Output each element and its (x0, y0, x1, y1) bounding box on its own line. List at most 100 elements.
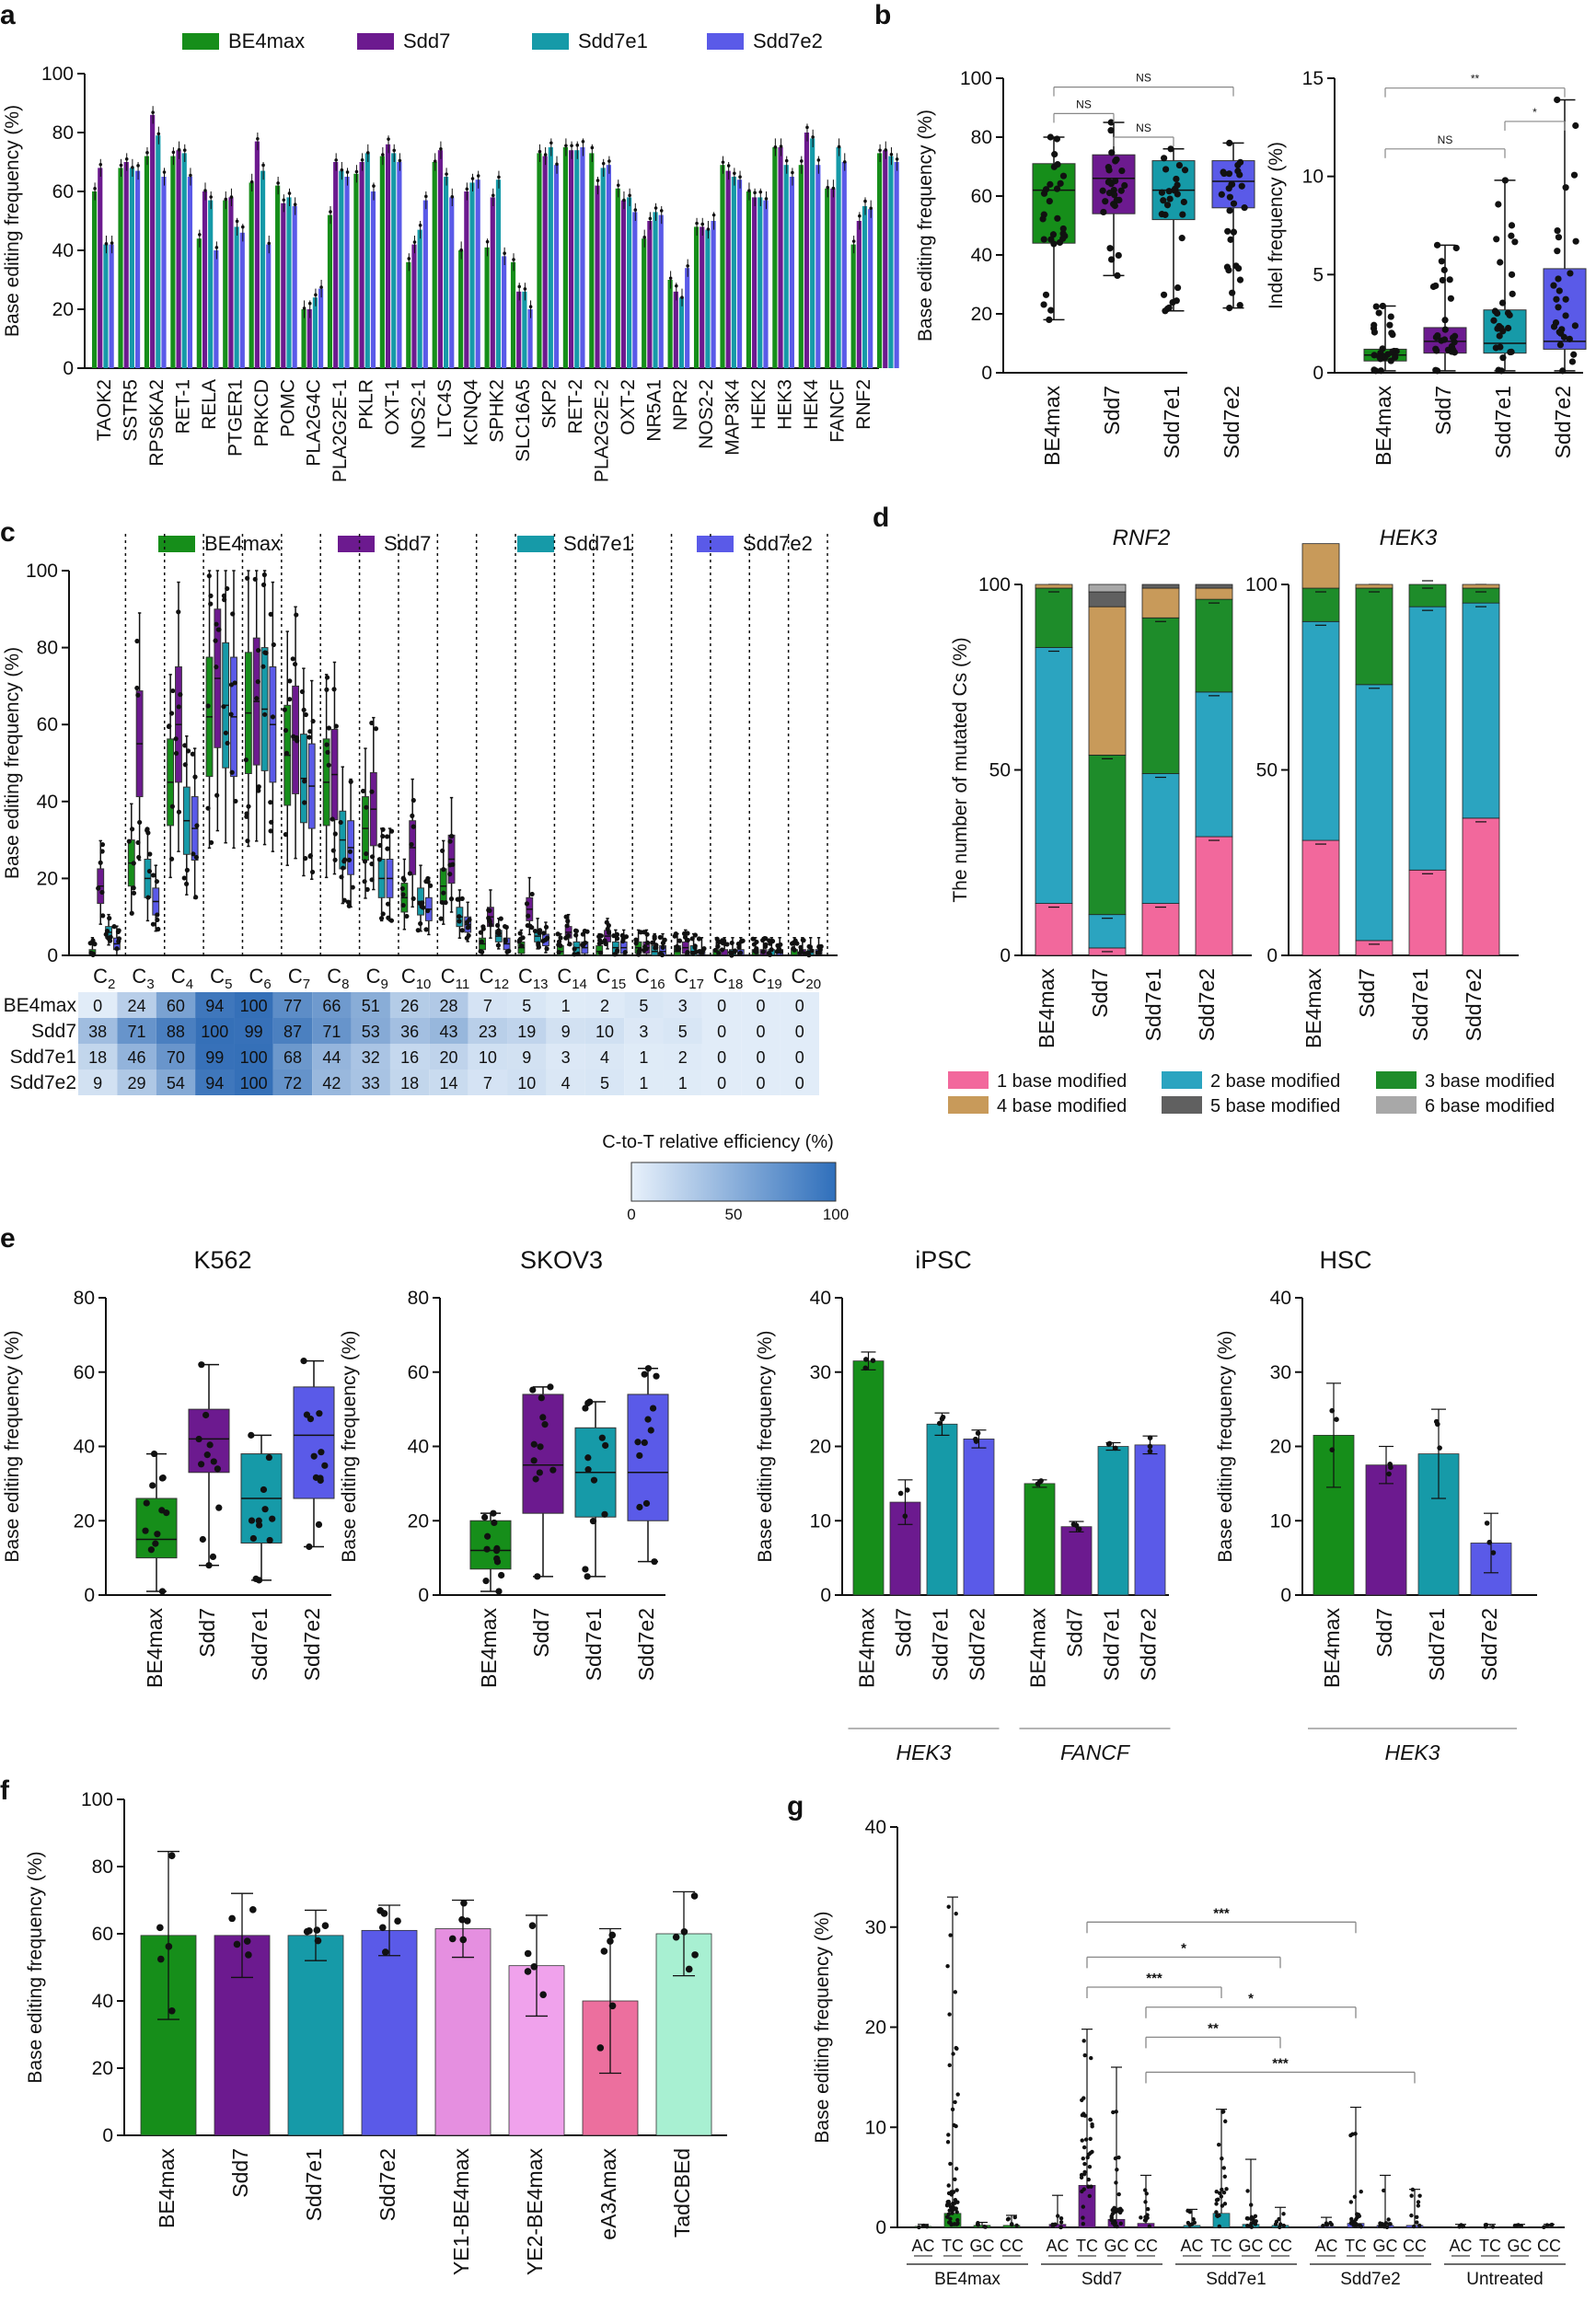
chart-b2-x-tick-label: Sdd7e2 (1551, 386, 1575, 458)
chart-b1-box-1-point (1114, 272, 1121, 279)
chart-g-point (1081, 2096, 1086, 2100)
chart-a-bar (385, 144, 391, 368)
chart-c-y-tick-label: 100 (26, 561, 58, 582)
chart-a-bar (667, 280, 673, 368)
chart-g-point (1090, 2124, 1094, 2129)
chart-c-x-tick-label: C19 (752, 965, 782, 992)
heatmap-cell (780, 1018, 819, 1044)
chart-f-point (528, 1922, 537, 1930)
chart-c-point (245, 838, 250, 844)
chart-g-point (948, 2161, 953, 2167)
heatmap-cell (780, 1070, 819, 1095)
chart-c-point (448, 896, 455, 902)
chart-g-y-label: Base editing frequency (%) (812, 1911, 833, 2143)
chart-c-point (712, 947, 718, 953)
heatmap-cell-value: 100 (240, 997, 268, 1015)
heatmap-cell (156, 1070, 196, 1095)
chart-c-x-tick-label: C12 (480, 965, 510, 992)
chart-c-point (221, 704, 226, 710)
chart-c-point (572, 946, 577, 952)
chart-c-point (527, 923, 533, 929)
chart-a-bar (516, 291, 522, 368)
heatmap-cell (624, 1070, 664, 1095)
chart-f-point (690, 1892, 699, 1900)
chart-c-point (339, 874, 344, 880)
chart-g-point (1115, 2168, 1119, 2172)
chart-g-point (917, 2225, 921, 2230)
chart-c-point (376, 857, 382, 862)
chart-c-point (404, 913, 410, 919)
chart-g-point (946, 1904, 951, 1909)
chart-e1-box-3-point (306, 1543, 313, 1551)
heatmap-cell-value: 36 (400, 1023, 419, 1041)
chart-a-point (93, 187, 97, 191)
chart-c-point (728, 950, 734, 955)
chart-g-context-label: AC (1449, 2237, 1472, 2255)
chart-e2-box-3-point (644, 1416, 652, 1423)
chart-e3-point (897, 1490, 904, 1497)
chart-a-point (895, 157, 899, 161)
chart-c-y-tick-label: 40 (37, 792, 58, 813)
chart-c-point (447, 872, 453, 877)
chart-e3-bar (1097, 1446, 1129, 1596)
chart-c-point (564, 923, 570, 929)
heatmap-cell (663, 1070, 702, 1095)
chart-b2-y-tick-label: 0 (1313, 363, 1324, 384)
chart-e3-x-tick-label: Sdd7e2 (1137, 1608, 1161, 1681)
chart-g-point (1058, 2225, 1063, 2230)
chart-c-point (145, 895, 151, 900)
chart-a-bar (862, 206, 868, 368)
chart-g-group-label: Sdd7e2 (1340, 2270, 1401, 2289)
chart-a-point (503, 251, 506, 256)
heatmap-cell (546, 992, 585, 1018)
heatmap-cell-value: 100 (240, 1074, 268, 1093)
chart-f-point (249, 1906, 257, 1914)
chart-f-point (600, 1948, 608, 1955)
chart-c-point (136, 854, 142, 861)
chart-a-point (668, 276, 673, 281)
heatmap-cell-value: 1 (639, 1074, 648, 1093)
chart-g-context-label: TC (1345, 2237, 1367, 2255)
chart-g-point (1214, 2189, 1219, 2194)
chart-b2-box-3-point (1562, 312, 1569, 319)
chart-f-y-tick-label: 0 (102, 2125, 113, 2146)
chart-e3-x-tick-label: Sdd7e1 (929, 1608, 953, 1681)
chart-e4-group-label: HEK3 (1384, 1740, 1440, 1764)
chart-a-bar (432, 162, 437, 368)
chart-e2-box-0-point (495, 1588, 503, 1595)
chart-g-point (1111, 2110, 1116, 2115)
chart-g-point (1251, 2216, 1255, 2221)
chart-e4-point (1484, 1521, 1490, 1526)
chart-c-point (400, 875, 406, 881)
chart-a-bar (397, 162, 402, 368)
chart-b1-box-0-point (1047, 133, 1054, 141)
chart-b1-box-1-point (1111, 191, 1118, 199)
chart-b1-box-3-point (1220, 168, 1227, 176)
chart-e2-box-1-point (541, 1421, 549, 1428)
chart-c-point (134, 685, 140, 691)
chart-b1-y-tick-label: 80 (971, 127, 992, 148)
chart-c-x-tick-sub: 15 (611, 977, 627, 992)
heatmap-cell (701, 1018, 742, 1044)
heatmap-cell-value: 20 (439, 1048, 457, 1067)
chart-a-bar (542, 156, 548, 368)
chart-e3-point (973, 1436, 978, 1442)
chart-a-bar (731, 177, 736, 368)
heatmap-cell (584, 1044, 625, 1070)
chart-c-point (441, 867, 446, 873)
chart-c-point (720, 938, 725, 943)
chart-a-point (747, 189, 751, 192)
chart-f-point (539, 1991, 547, 1998)
chart-f-point (530, 1963, 538, 1971)
chart-g-sig-label: ** (1208, 2020, 1219, 2036)
chart-a-bar (810, 138, 815, 368)
chart-c-x-tick-label: C18 (713, 965, 744, 992)
chart-a-point (805, 125, 809, 130)
colorbar-tick-label: 50 (725, 1206, 743, 1223)
chart-g-point (1116, 2191, 1121, 2197)
chart-e2-box-2-point (601, 1510, 608, 1518)
chart-e2-box-3-point (642, 1499, 651, 1508)
chart-a-bar (595, 185, 600, 368)
chart-e2-x-tick-label: Sdd7 (529, 1608, 553, 1658)
chart-a-y-label: Base editing frequency (%) (2, 105, 23, 337)
